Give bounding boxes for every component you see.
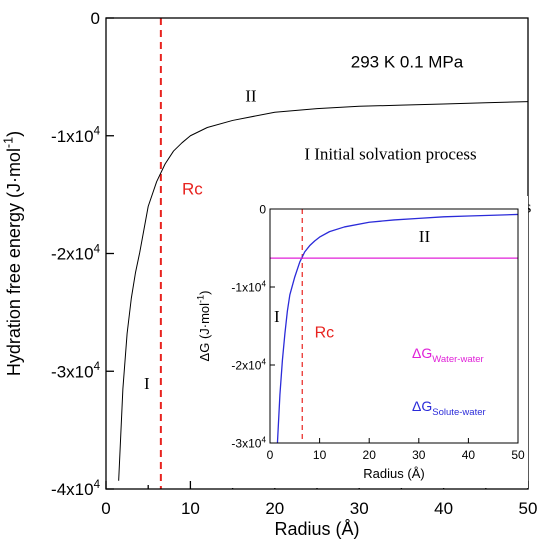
main-y-tick-base: -2x10 <box>51 245 94 264</box>
main-y-tick-exponent: 4 <box>94 479 101 491</box>
inset-x-tick-label: 40 <box>462 448 476 462</box>
main-region-description: I Initial solvation process <box>304 144 476 163</box>
main-y-tick-base: -4x10 <box>51 480 94 499</box>
inset-y-tick-exponent: 4 <box>261 435 266 444</box>
inset-x-tick-label: 30 <box>412 448 426 462</box>
inset-legend-symbol: ΔG <box>412 345 432 361</box>
main-y-tick-exponent: 4 <box>94 126 101 138</box>
main-y-tick-label: -3x104 <box>51 361 101 381</box>
inset-legend-subscript: Solute-water <box>432 407 486 418</box>
main-x-tick-label: 50 <box>519 499 538 518</box>
inset-x-tick-label: 50 <box>511 448 525 462</box>
inset-plot-frame <box>269 208 519 444</box>
main-region-label: I <box>144 374 150 393</box>
inset-y-tick-exponent: 4 <box>261 357 266 366</box>
inset-y-tick-base: -3x10 <box>231 436 261 450</box>
inset-y-tick-exponent: 4 <box>261 279 266 288</box>
main-y-tick-label: 0 <box>91 9 100 28</box>
main-y-axis-label-close: ) <box>4 131 24 137</box>
inset-y-axis-label: ΔG (J·mol-1) <box>196 291 212 362</box>
inset-x-tick-label: 10 <box>313 448 327 462</box>
inset-region-label: I <box>274 307 280 326</box>
main-y-tick-base: 0 <box>91 9 100 28</box>
inset-plot-background <box>270 209 518 443</box>
main-y-axis-label-exponent: -1 <box>1 137 15 148</box>
inset-y-tick-base: -2x10 <box>231 358 261 372</box>
main-condition-label: 293 K 0.1 MPa <box>351 52 464 71</box>
main-y-axis-label-base: Hydration free energy (J·mol <box>4 148 24 376</box>
inset-y-tick-label: 0 <box>259 202 266 216</box>
inset-y-axis-label-exponent: -1 <box>196 295 206 303</box>
main-rc-label: Rc <box>182 180 203 199</box>
inset-rc-label: Rc <box>315 325 335 342</box>
inset-series-line-g-solute-water <box>276 213 518 443</box>
main-x-tick-label: 30 <box>350 499 369 518</box>
inset-x-axis-label: Radius (Å) <box>363 466 424 481</box>
main-y-tick-label: -4x104 <box>51 479 101 499</box>
main-y-axis-label: Hydration free energy (J·mol-1) <box>1 131 24 376</box>
inset-legend-entry: ΔGWater-water <box>412 345 485 365</box>
main-y-tick-exponent: 4 <box>94 361 101 373</box>
main-series-line-hydration-energy <box>118 101 528 481</box>
inset-y-tick-label: -3x104 <box>231 435 266 450</box>
main-y-tick-label: -2x104 <box>51 243 101 263</box>
main-y-tick-base: -1x10 <box>51 127 94 146</box>
main-x-tick-label: 0 <box>101 499 110 518</box>
main-x-tick-label: 40 <box>434 499 453 518</box>
inset-legend-symbol: ΔG <box>412 398 432 414</box>
inset-region-label: II <box>419 227 431 246</box>
inset-y-tick-label: -1x104 <box>231 279 266 294</box>
main-y-tick-label: -1x104 <box>51 126 101 146</box>
inset-y-tick-base: -1x10 <box>231 280 261 294</box>
inset-x-tick-label: 0 <box>267 448 274 462</box>
inset-data-layer <box>270 209 518 443</box>
inset-y-tick-base: 0 <box>259 202 266 216</box>
inset-x-tick-label: 20 <box>363 448 377 462</box>
inset-y-tick-label: -2x104 <box>231 357 266 372</box>
main-y-tick-base: -3x10 <box>51 362 94 381</box>
main-x-tick-label: 10 <box>181 499 200 518</box>
main-x-axis-label: Radius (Å) <box>274 519 359 539</box>
main-data-layer <box>118 18 528 489</box>
inset-legend-entry: ΔGSolute-water <box>412 398 486 418</box>
main-x-tick-label: 20 <box>265 499 284 518</box>
inset-y-axis-label-base: ΔG (J·mol <box>197 303 212 362</box>
main-y-tick-exponent: 4 <box>94 243 101 255</box>
inset-legend-subscript: Water-water <box>432 354 484 365</box>
main-region-label: II <box>245 87 257 106</box>
inset-y-axis-label-close: ) <box>197 291 212 295</box>
